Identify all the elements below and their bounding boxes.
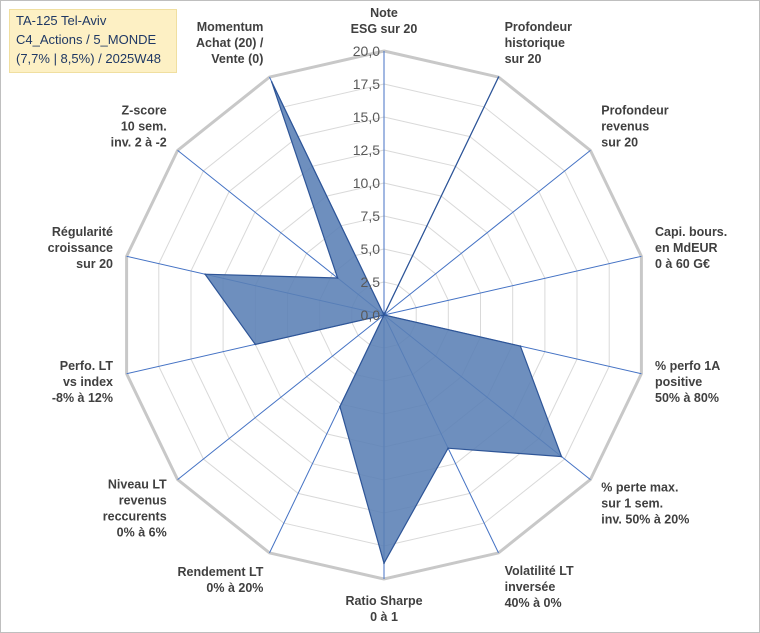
data-point: [336, 277, 339, 279]
radial-tick-label: 20,0: [353, 43, 380, 59]
chart-title-box: TA-125 Tel-Aviv C4_Actions / 5_MONDE (7,…: [9, 9, 177, 73]
radial-tick-label: 7,5: [361, 208, 381, 224]
title-line-1: TA-125 Tel-Aviv: [16, 13, 107, 28]
data-point: [447, 447, 449, 450]
category-label: Rendement LT 0% à 20%: [178, 565, 264, 595]
data-point: [560, 455, 563, 458]
category-label: Profondeur historique sur 20: [505, 20, 572, 66]
category-label: Note ESG sur 20: [351, 6, 418, 36]
data-point: [383, 314, 385, 316]
radial-tick-label: 0,0: [361, 307, 381, 323]
series-area: [203, 76, 563, 565]
data-point: [254, 343, 257, 346]
radial-tick-label: 12,5: [353, 142, 380, 158]
axis-spoke: [383, 150, 591, 316]
category-label: Profondeur revenus sur 20: [601, 104, 668, 150]
category-label: % perte max. sur 1 sem. inv. 50% à 20%: [601, 480, 689, 526]
axis-spoke: [383, 255, 642, 316]
data-point: [270, 81, 273, 83]
radial-tick-label: 2,5: [361, 274, 381, 290]
title-line-3: (7,7% | 8,5%) / 2025W48: [16, 51, 162, 66]
category-label: Perfo. LT vs index -8% à 12%: [52, 359, 114, 405]
title-line-2: C4_Actions / 5_MONDE: [16, 32, 157, 47]
radial-tick-label: 10,0: [353, 175, 380, 191]
category-label: Z-score 10 sem. inv. 2 à -2: [111, 104, 167, 150]
data-point: [339, 405, 341, 408]
radial-tick-label: 5,0: [361, 241, 381, 257]
category-label: Régularité croissance sur 20: [48, 225, 113, 271]
axis-spoke: [177, 314, 385, 480]
data-point: [519, 345, 522, 347]
radial-tick-label: 15,0: [353, 109, 380, 125]
radial-tick-label: 17,5: [353, 76, 380, 92]
category-label: Niveau LT revenus reccurents 0% à 6%: [103, 477, 167, 539]
data-point: [204, 273, 206, 276]
category-label: Volatilité LT inversée 40% à 0%: [505, 564, 574, 610]
data-point: [497, 76, 500, 78]
data-point: [383, 562, 385, 564]
category-label: Ratio Sharpe 0 à 1: [345, 594, 422, 624]
category-label: Momentum Achat (20) / Vente (0): [196, 20, 264, 66]
category-label: % perfo 1A positive 50% à 80%: [655, 359, 720, 405]
category-label: Capi. bours. en MdEUR 0 à 60 G€: [655, 225, 727, 271]
